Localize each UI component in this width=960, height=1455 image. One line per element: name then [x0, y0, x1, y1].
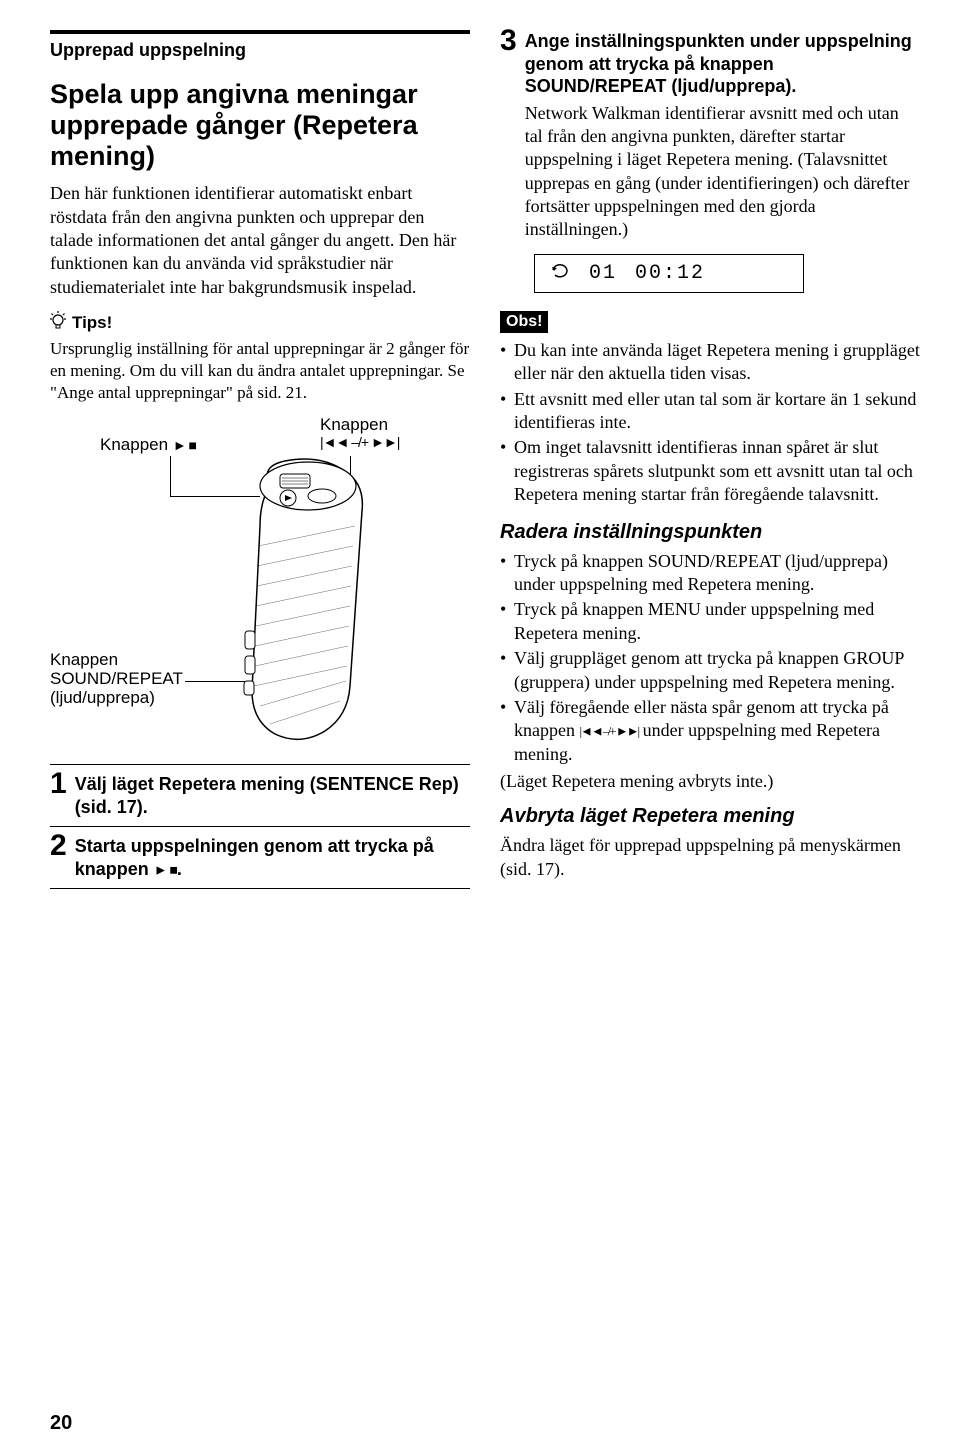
- list-item: Tryck på knappen MENU under uppspelning …: [500, 598, 920, 645]
- step-number: 1: [50, 769, 67, 799]
- list-item: Välj föregående eller nästa spår genom a…: [500, 696, 920, 766]
- intro-paragraph: Den här funktionen identifierar automati…: [50, 182, 470, 299]
- subheading-cancel: Avbryta läget Repetera mening: [500, 805, 920, 828]
- tips-label: Tips!: [72, 313, 112, 333]
- callout-play-label: Knappen: [100, 435, 168, 454]
- obs-badge: Obs!: [500, 311, 548, 333]
- callout-sr-label2: SOUND/REPEAT: [50, 670, 183, 689]
- top-rule: [50, 30, 470, 34]
- page-title: Spela upp angivna meningar upprepade gån…: [50, 79, 470, 172]
- step-1: 1 Välj läget Repetera mening (SENTENCE R…: [50, 773, 470, 818]
- callout-sr-label1: Knappen: [50, 651, 183, 670]
- lcd-display: 01 00:12: [534, 254, 804, 293]
- list-item: Tryck på knappen SOUND/REPEAT (ljud/uppr…: [500, 550, 920, 597]
- skip-icon: |◄◄ –/+ ►►|: [579, 724, 638, 739]
- step-2: 2 Starta uppspelningen genom att trycka …: [50, 835, 470, 880]
- step-rule: [50, 764, 470, 765]
- repeat-icon: [549, 261, 571, 286]
- callout-line: [170, 456, 171, 496]
- callout-skip-label: Knappen: [320, 416, 399, 435]
- obs-item: Ett avsnitt med eller utan tal som är ko…: [500, 388, 920, 435]
- display-time: 00:12: [635, 262, 705, 285]
- delete-list: Tryck på knappen SOUND/REPEAT (ljud/uppr…: [500, 550, 920, 767]
- callout-skip: Knappen |◄◄ –/+ ►►|: [320, 416, 399, 450]
- step-3-head: Ange inställningspunkten under uppspelni…: [525, 30, 920, 98]
- step-number: 2: [50, 831, 67, 861]
- device-illustration: [230, 456, 400, 746]
- obs-list: Du kan inte använda läget Repetera menin…: [500, 339, 920, 507]
- step-2-text: Starta uppspelningen genom att trycka på…: [75, 835, 470, 880]
- step-rule: [50, 888, 470, 889]
- step-number: 3: [500, 26, 517, 56]
- callout-sr-label3: (ljud/upprepa): [50, 689, 183, 708]
- device-diagram: Knappen ► ■ Knappen |◄◄ –/+ ►►| Knappen …: [50, 416, 470, 756]
- step-2-text-c: .: [177, 859, 182, 879]
- callout-play: Knappen ► ■: [100, 436, 196, 455]
- cancel-text: Ändra läget för upprepad uppspelning på …: [500, 834, 920, 881]
- obs-item: Du kan inte använda läget Repetera menin…: [500, 339, 920, 386]
- step-3: 3 Ange inställningspunkten under uppspel…: [500, 30, 920, 242]
- callout-sound-repeat: Knappen SOUND/REPEAT (ljud/upprepa): [50, 651, 183, 707]
- subheading-delete: Radera inställningspunkten: [500, 521, 920, 544]
- display-track: 01: [589, 262, 617, 285]
- step-1-text: Välj läget Repetera mening (SENTENCE Rep…: [75, 773, 470, 818]
- lightbulb-icon: [50, 311, 66, 334]
- skip-icon: |◄◄ –/+ ►►|: [320, 435, 399, 450]
- step-rule: [50, 826, 470, 827]
- tips-text: Ursprunglig inställning för antal upprep…: [50, 338, 470, 404]
- tips-header: Tips!: [50, 311, 470, 334]
- step-2-text-a: Starta uppspelningen genom att trycka på…: [75, 836, 434, 879]
- play-stop-icon: ► ■: [173, 437, 196, 453]
- list-item: Välj gruppläget genom att trycka på knap…: [500, 647, 920, 694]
- section-header: Upprepad uppspelning: [50, 40, 470, 61]
- delete-note: (Läget Repetera mening avbryts inte.): [500, 770, 920, 793]
- obs-item: Om inget talavsnitt identifieras innan s…: [500, 436, 920, 506]
- step-3-body: Network Walkman identifierar avsnitt med…: [525, 102, 920, 242]
- page-number: 20: [50, 1412, 72, 1435]
- play-stop-icon: ► ■: [154, 861, 177, 877]
